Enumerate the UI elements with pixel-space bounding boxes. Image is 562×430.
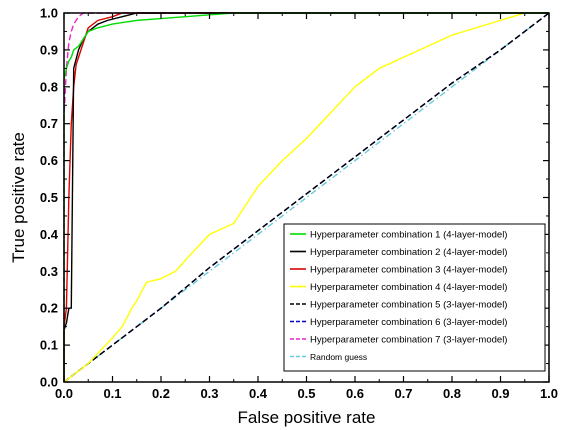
tick-layer: 0.00.0 0.1 0.1 0.2 0.2 0.3 0.3 0.4 0.4 0.5 0.5 0.6 0…	[40, 6, 558, 402]
x-tick-label: 0.8	[443, 386, 461, 401]
x-tick-label: 0.7	[394, 386, 412, 401]
legend-label-3: Hyperparameter combination 3 (4-layer-mo…	[310, 265, 507, 276]
y-tick-label: 0.5	[40, 190, 58, 205]
y-tick-label: 0.9	[40, 42, 58, 57]
legend-label-2: Hyperparameter combination 2 (4-layer-mo…	[310, 247, 507, 258]
y-tick-label: 0.3	[40, 264, 58, 279]
x-tick-label: 0.6	[346, 386, 364, 401]
x-tick-label: 1.0	[540, 386, 558, 401]
legend-box	[283, 223, 546, 372]
series-line-7	[63, 12, 549, 382]
legend-label-1: Hyperparameter combination 1 (4-layer-mo…	[310, 230, 507, 241]
legend-label-5: Hyperparameter combination 5 (3-layer-mo…	[310, 300, 507, 311]
x-tick-label: 0.5	[297, 386, 315, 401]
y-tick-label: 0.4	[40, 227, 59, 242]
x-tick-label: 0.0	[55, 386, 73, 401]
y-tick-label: 0.8	[40, 79, 58, 94]
series-line-2	[63, 12, 549, 382]
x-tick-label: 0.3	[200, 386, 218, 401]
y-tick-label: 1.0	[40, 6, 58, 21]
legend-label-8: Random guess	[310, 352, 367, 362]
legend-label-6: Hyperparameter combination 6 (3-layer-mo…	[310, 317, 507, 328]
y-tick-label: 0.7	[40, 116, 58, 131]
x-tick-label: 0.4	[249, 386, 268, 401]
legend-label-4: Hyperparameter combination 4 (4-layer-mo…	[310, 282, 507, 293]
series-line-4	[63, 12, 549, 383]
y-tick-label: 0.2	[40, 301, 58, 316]
x-tick-label: 0.1	[103, 386, 121, 401]
series-line-1	[63, 12, 549, 382]
x-axis-title: False positive rate	[238, 408, 376, 427]
series-line-5	[63, 12, 550, 383]
legend-label-7: Hyperparameter combination 7 (3-layer-mo…	[310, 335, 507, 346]
series-layer	[63, 12, 550, 383]
y-tick-label: 0.0	[40, 375, 58, 390]
x-tick-label: 0.9	[491, 386, 509, 401]
y-axis-title: True positive rate	[9, 132, 28, 263]
y-tick-label: 0.6	[40, 153, 58, 168]
x-tick-label: 0.2	[152, 386, 170, 401]
legend: Hyperparameter combination 1 (4-layer-mo…	[283, 223, 546, 372]
y-tick-label: 0.1	[40, 338, 58, 353]
